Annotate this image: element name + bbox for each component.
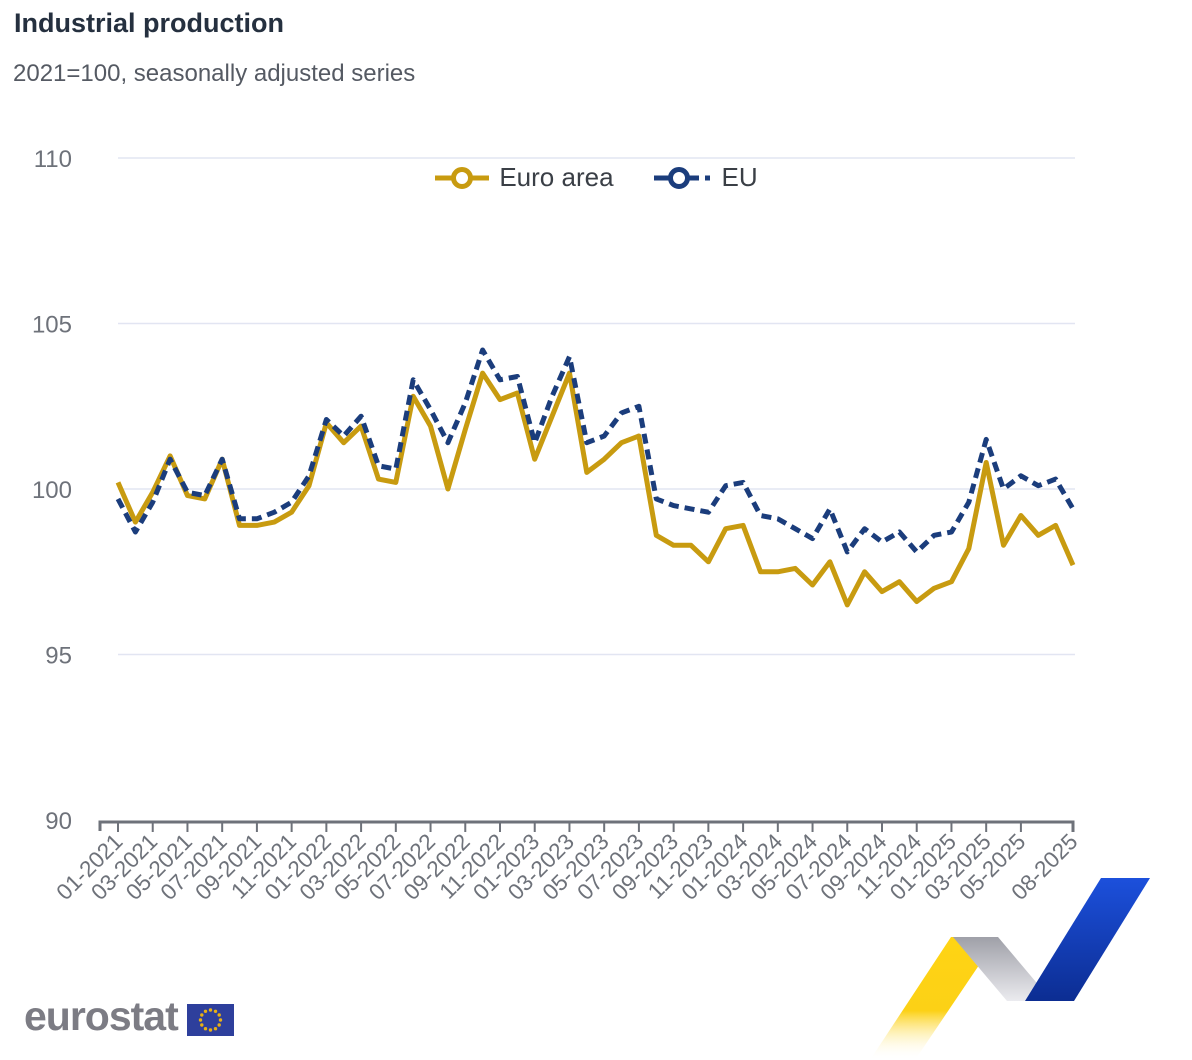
eu-flag-icon (186, 1003, 234, 1036)
legend-label-eu: EU (721, 162, 758, 192)
legend-item-euro-area[interactable]: Euro area (435, 162, 614, 193)
y-axis-label: 110 (34, 146, 72, 173)
euro-area-line-marker-icon (435, 166, 490, 189)
eurostat-logo: eurostat (24, 996, 234, 1037)
series-eu (115, 347, 1076, 555)
y-axis-label: 95 (45, 643, 72, 670)
y-axis-label: 100 (32, 477, 72, 504)
chart-legend: Euro area EU (118, 162, 1075, 193)
y-axis-label: 105 (32, 312, 72, 339)
page-title: Industrial production (14, 8, 284, 38)
eurostat-swoosh-graphic (870, 878, 1150, 1060)
legend-item-eu[interactable]: EU (653, 162, 758, 193)
eurostat-logo-text: eurostat (24, 993, 179, 1039)
legend-label-euro-area: Euro area (499, 162, 614, 192)
page-subtitle: 2021=100, seasonally adjusted series (13, 60, 416, 87)
eu-line-marker-icon (653, 166, 710, 189)
y-axis-label: 90 (45, 808, 72, 835)
series-euro-area (115, 370, 1076, 608)
